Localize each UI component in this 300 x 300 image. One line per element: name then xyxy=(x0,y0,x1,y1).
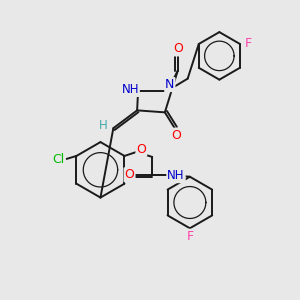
Text: Cl: Cl xyxy=(52,153,65,167)
Text: NH: NH xyxy=(167,169,185,182)
Text: O: O xyxy=(136,142,146,155)
Text: N: N xyxy=(165,78,175,91)
Text: F: F xyxy=(186,230,194,243)
Text: O: O xyxy=(171,129,181,142)
Text: O: O xyxy=(173,42,183,56)
Text: H: H xyxy=(99,119,108,132)
Text: F: F xyxy=(244,38,251,50)
Text: NH: NH xyxy=(122,83,139,96)
Text: O: O xyxy=(124,168,134,181)
